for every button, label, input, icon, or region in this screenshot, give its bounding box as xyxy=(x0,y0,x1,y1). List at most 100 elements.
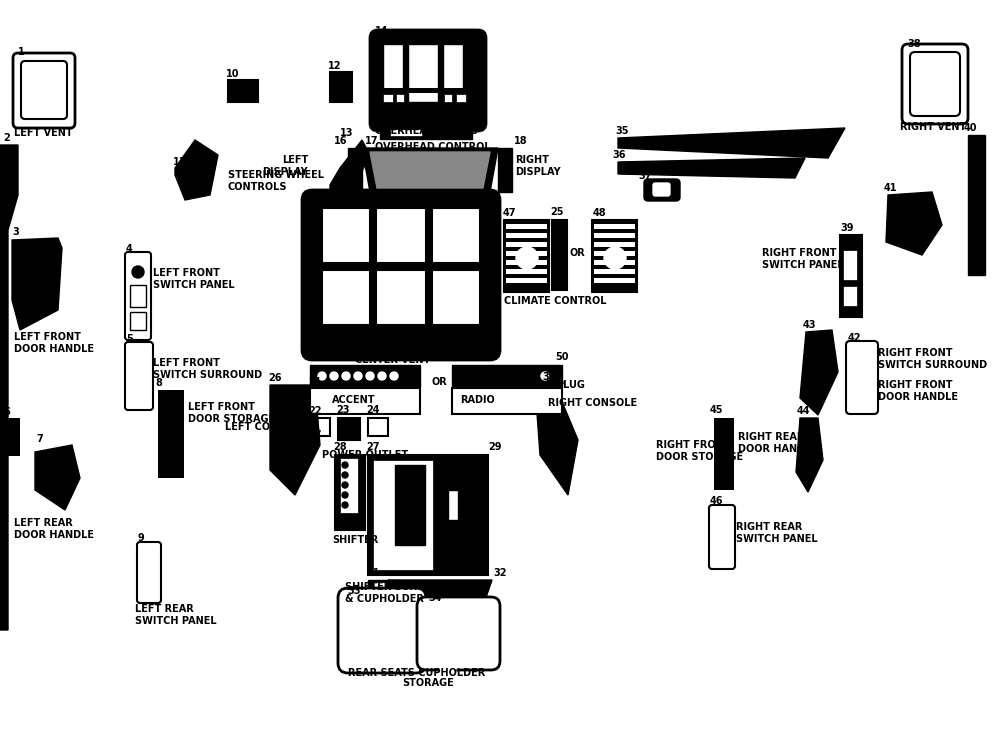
Text: 13: 13 xyxy=(340,128,354,138)
Text: RIGHT FRONT
DOOR HANDLE: RIGHT FRONT DOOR HANDLE xyxy=(878,380,958,401)
Circle shape xyxy=(342,492,348,498)
Text: 15: 15 xyxy=(466,115,480,125)
Bar xyxy=(594,224,635,229)
Text: 16: 16 xyxy=(334,136,348,146)
Text: 40: 40 xyxy=(964,123,978,133)
Bar xyxy=(452,388,562,414)
Bar xyxy=(448,490,458,520)
Text: 29: 29 xyxy=(488,442,502,452)
Text: 50: 50 xyxy=(555,352,568,362)
Bar xyxy=(594,260,635,265)
Text: SHIFTER SURROUND
& CUPHOLDER: SHIFTER SURROUND & CUPHOLDER xyxy=(345,582,457,604)
Text: 38: 38 xyxy=(907,39,921,49)
Circle shape xyxy=(354,372,362,380)
Text: 36: 36 xyxy=(612,150,626,160)
FancyBboxPatch shape xyxy=(709,505,735,569)
Polygon shape xyxy=(270,385,320,495)
Text: LEFT FRONT
SWITCH PANEL: LEFT FRONT SWITCH PANEL xyxy=(153,268,235,290)
Text: 46: 46 xyxy=(710,496,724,506)
Text: RIGHT FRONT
SWITCH SURROUND: RIGHT FRONT SWITCH SURROUND xyxy=(878,348,987,370)
Bar xyxy=(368,418,388,436)
Circle shape xyxy=(342,462,348,468)
Text: GLOVEBOX: GLOVEBOX xyxy=(690,160,757,170)
Text: LEFT FRONT
SWITCH SURROUND: LEFT FRONT SWITCH SURROUND xyxy=(153,358,262,380)
Text: OR: OR xyxy=(570,248,586,258)
FancyBboxPatch shape xyxy=(125,252,151,340)
Bar xyxy=(396,94,404,102)
Text: RADIO: RADIO xyxy=(460,395,495,405)
Text: 47: 47 xyxy=(503,208,516,218)
Text: LEFT REAR
SWITCH PANEL: LEFT REAR SWITCH PANEL xyxy=(135,604,217,625)
Text: LEFT FRONT
DOOR HANDLE: LEFT FRONT DOOR HANDLE xyxy=(14,332,94,353)
Text: 28: 28 xyxy=(333,442,347,452)
Bar xyxy=(444,94,452,102)
Text: CENTER VENT: CENTER VENT xyxy=(355,355,430,365)
Bar xyxy=(390,129,422,136)
Bar xyxy=(594,278,635,283)
Text: 7: 7 xyxy=(36,434,43,444)
Text: LEFT
DISPLAY: LEFT DISPLAY xyxy=(262,155,308,176)
FancyBboxPatch shape xyxy=(417,597,500,670)
Polygon shape xyxy=(370,152,490,188)
Text: 26: 26 xyxy=(268,373,282,383)
Polygon shape xyxy=(362,148,498,192)
Bar xyxy=(310,365,420,387)
Text: POWER OUTLET: POWER OUTLET xyxy=(322,450,408,460)
FancyBboxPatch shape xyxy=(846,341,878,414)
Bar xyxy=(506,260,547,265)
Bar xyxy=(506,251,547,256)
Text: 30: 30 xyxy=(542,372,556,382)
Bar xyxy=(594,242,635,247)
FancyBboxPatch shape xyxy=(644,179,680,201)
Text: 48: 48 xyxy=(593,208,607,218)
Text: RIGHT REAR
DOOR HANDLE: RIGHT REAR DOOR HANDLE xyxy=(738,432,818,454)
FancyBboxPatch shape xyxy=(910,52,960,116)
Circle shape xyxy=(318,372,326,380)
Text: 22: 22 xyxy=(308,406,322,416)
Bar xyxy=(506,269,547,274)
Bar xyxy=(452,365,562,387)
Bar xyxy=(506,224,547,229)
Bar xyxy=(383,88,463,93)
Circle shape xyxy=(366,372,374,380)
Text: 18: 18 xyxy=(514,136,528,146)
Bar xyxy=(0,418,20,456)
Bar xyxy=(445,460,483,572)
Circle shape xyxy=(378,372,386,380)
Bar xyxy=(408,44,438,102)
Text: 21: 21 xyxy=(308,377,322,387)
Bar xyxy=(322,262,482,271)
Text: 8: 8 xyxy=(155,378,162,388)
Bar xyxy=(383,94,393,102)
Polygon shape xyxy=(535,385,578,495)
Text: OVERHEAD CONTROL: OVERHEAD CONTROL xyxy=(375,142,491,152)
Text: 32: 32 xyxy=(493,568,507,578)
Text: 33: 33 xyxy=(347,586,360,596)
Circle shape xyxy=(132,266,144,278)
Text: 39: 39 xyxy=(840,223,854,233)
Text: 10: 10 xyxy=(226,69,240,79)
Bar xyxy=(840,235,862,317)
Circle shape xyxy=(516,247,538,269)
Text: 3: 3 xyxy=(12,227,19,237)
Text: 6: 6 xyxy=(3,407,10,417)
Polygon shape xyxy=(370,152,490,188)
Circle shape xyxy=(604,247,626,269)
Bar xyxy=(380,127,472,139)
Circle shape xyxy=(330,372,338,380)
Polygon shape xyxy=(388,580,492,672)
Bar xyxy=(432,270,480,325)
Text: 4: 4 xyxy=(126,244,133,254)
Bar xyxy=(395,465,425,545)
Text: RIGHT FRONT
SWITCH PANEL: RIGHT FRONT SWITCH PANEL xyxy=(762,248,844,269)
Text: STORAGE: STORAGE xyxy=(402,678,454,688)
Bar xyxy=(552,220,567,290)
Text: 1: 1 xyxy=(18,47,25,57)
Text: 43: 43 xyxy=(803,320,816,330)
Bar xyxy=(506,233,547,238)
Text: 14: 14 xyxy=(375,26,388,36)
Circle shape xyxy=(342,472,348,478)
Bar xyxy=(228,80,258,102)
Bar xyxy=(383,44,403,89)
Polygon shape xyxy=(330,140,370,200)
